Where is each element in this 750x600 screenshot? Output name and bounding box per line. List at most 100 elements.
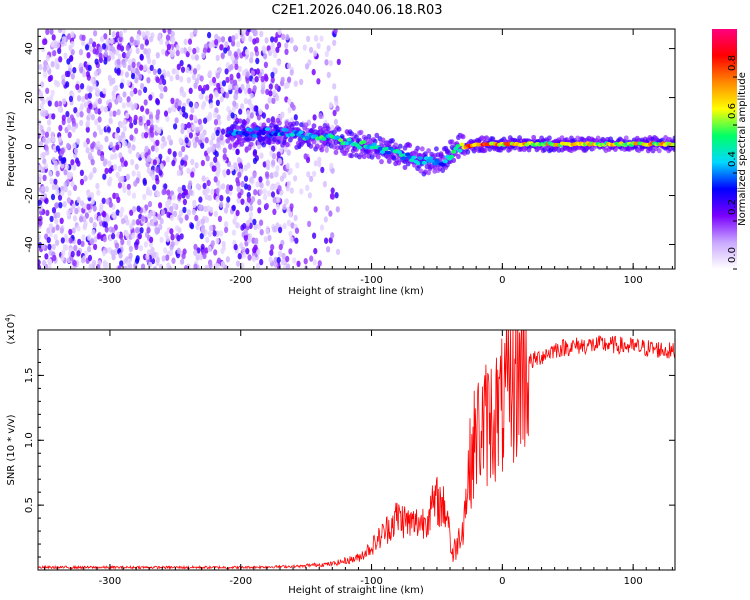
spectrogram-speckle <box>267 234 272 242</box>
spectrogram-speckle <box>43 162 49 170</box>
spectrogram-speckle <box>241 29 246 35</box>
spectrogram-ridge-point <box>283 128 289 132</box>
spectrogram-speckle <box>252 38 257 45</box>
spectrogram-speckle <box>232 100 237 107</box>
spectrogram-speckle <box>304 63 310 70</box>
spectrogram-speckle <box>80 240 85 247</box>
spectrogram-speckle <box>165 254 170 261</box>
spectrogram-speckle <box>219 201 224 208</box>
spectrogram-speckle <box>143 48 148 55</box>
spectrogram-speckle <box>78 49 84 56</box>
spectrogram-halo <box>325 126 331 132</box>
spectrogram-halo <box>349 153 355 159</box>
spectrogram-speckle <box>133 114 138 122</box>
spectrogram-speckle <box>289 69 294 76</box>
spectrogram-speckle <box>146 119 151 127</box>
spectrogram-speckle <box>125 219 130 226</box>
spectrogram-speckle <box>325 205 330 212</box>
spectrogram-speckle <box>162 78 167 86</box>
spectrogram-speckle <box>147 212 152 220</box>
spectrogram-speckle <box>179 217 184 224</box>
spectrogram-speckle <box>150 246 155 254</box>
spectrogram-speckle <box>133 87 138 95</box>
spectrogram-speckle <box>230 164 235 172</box>
spectrogram-speckle <box>242 252 247 259</box>
figure-title: C2E1.2026.040.06.18.R03 <box>271 3 442 18</box>
spectrogram-speckle <box>237 192 242 199</box>
spectrogram-speckle <box>186 167 191 175</box>
spectrogram-speckle <box>99 144 104 151</box>
spectrogram-speckle <box>47 243 52 251</box>
spectrogram-speckle <box>146 167 151 174</box>
spectrogram-ridge-point <box>254 126 260 131</box>
spectrogram-speckle <box>120 238 125 246</box>
spectrogram-speckle <box>139 53 144 61</box>
spectrogram-speckle <box>92 205 97 212</box>
spectrogram-speckle <box>270 76 275 84</box>
spectrogram-speckle <box>233 162 238 169</box>
spectrogram-speckle <box>252 218 257 226</box>
spectrogram-speckle <box>96 233 101 240</box>
spectrogram-speckle <box>79 119 84 127</box>
spectrogram-speckle <box>330 124 335 132</box>
spectrogram-speckle <box>220 52 225 59</box>
spectrogram-speckle <box>103 50 108 58</box>
spectrogram-ridge-point <box>377 146 383 151</box>
spectrogram-speckle <box>156 190 161 198</box>
spectrogram-speckle <box>275 94 280 102</box>
spectrogram-speckle <box>191 124 196 131</box>
spectrogram-speckle <box>166 189 171 196</box>
spectrogram-speckle <box>138 244 144 252</box>
spectrogram-speckle <box>329 162 334 170</box>
spectrogram-speckle <box>136 34 141 41</box>
spectrogram-speckle <box>268 83 273 90</box>
spectrogram-speckle <box>253 223 258 231</box>
spectrogram-speckle <box>335 206 340 213</box>
spectrogram-speckle <box>195 126 200 134</box>
spectrogram-halo <box>266 117 271 123</box>
spectrogram-speckle <box>324 59 329 66</box>
spectrogram-speckle <box>177 99 182 107</box>
spectrogram-speckle <box>112 110 117 117</box>
spectrogram-halo <box>440 154 446 160</box>
spectrogram-speckle <box>85 71 90 78</box>
spectrogram-speckle <box>303 258 308 265</box>
spectrogram-halo <box>623 135 629 141</box>
spectrogram-speckle <box>99 36 105 43</box>
spectrogram-speckle <box>77 238 82 246</box>
spectrogram-speckle <box>125 173 130 181</box>
spectrogram-speckle <box>309 175 314 183</box>
spectrogram-speckle <box>280 111 285 119</box>
spectrogram-speckle <box>182 206 187 214</box>
spectrogram-speckle <box>135 218 140 226</box>
spectrogram-ridge-point <box>398 153 404 158</box>
spectrogram-speckle <box>97 97 102 105</box>
spectrogram-speckle <box>167 134 172 142</box>
spectrogram-halo <box>440 167 446 173</box>
spectrogram-speckle <box>284 120 289 127</box>
spectrogram-speckle <box>129 209 134 216</box>
spectrogram-speckle <box>180 47 185 54</box>
spectrogram-speckle <box>183 38 188 46</box>
spectrogram-speckle <box>299 188 304 195</box>
spectrogram-speckle <box>319 224 325 231</box>
spectrogram-speckle <box>240 262 245 269</box>
spectrogram-speckle <box>83 175 88 182</box>
spectrogram-speckle <box>47 100 52 107</box>
spectrogram-speckle <box>285 185 290 192</box>
spectrogram-speckle <box>131 72 136 80</box>
spectrogram-speckle <box>209 206 214 213</box>
snr-y-axis-label: SNR (10 * v/v) <box>6 414 17 485</box>
spectrogram-speckle <box>258 176 263 183</box>
spectrogram-speckle <box>163 247 168 254</box>
colorbar-gradient <box>712 29 737 269</box>
spectrogram-ridge-point <box>304 136 310 140</box>
spectrogram-speckle <box>49 94 54 102</box>
spectrogram-speckle <box>180 159 185 166</box>
spectrogram-speckle <box>203 117 208 124</box>
spectrogram-speckle <box>64 163 69 171</box>
spectrogram-speckle <box>146 48 152 55</box>
spectrogram-speckle <box>170 105 176 112</box>
spectrogram-speckle <box>40 81 45 88</box>
spectrogram-halo <box>311 123 317 129</box>
